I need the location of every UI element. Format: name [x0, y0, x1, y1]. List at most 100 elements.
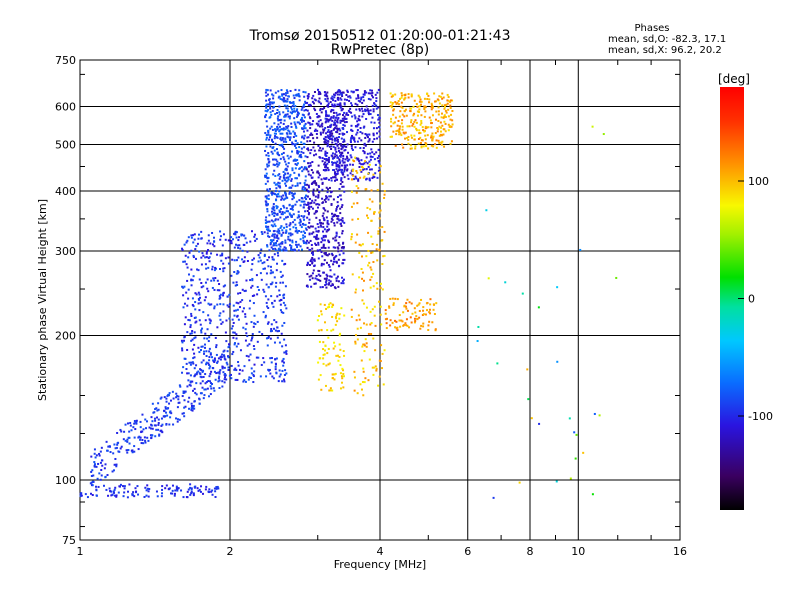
data-point	[279, 121, 282, 124]
data-point	[382, 255, 385, 258]
data-point	[300, 147, 303, 150]
data-point	[193, 233, 196, 236]
data-point	[225, 340, 228, 343]
data-point	[338, 264, 341, 267]
data-point	[195, 364, 198, 367]
data-point	[443, 115, 446, 118]
data-point	[316, 171, 319, 174]
data-point	[339, 168, 342, 171]
data-point	[287, 178, 290, 181]
data-point	[428, 116, 431, 119]
data-point	[245, 322, 248, 325]
data-point	[297, 214, 300, 217]
data-point	[477, 325, 480, 328]
data-point	[190, 407, 193, 410]
data-point	[285, 207, 288, 210]
data-point	[273, 164, 276, 167]
data-point	[309, 278, 312, 281]
data-point	[176, 489, 179, 492]
data-point	[263, 255, 266, 258]
data-point	[425, 309, 428, 312]
data-point	[235, 231, 238, 234]
data-point	[325, 99, 328, 102]
data-point	[449, 101, 452, 104]
data-point	[186, 239, 189, 242]
data-point	[322, 353, 325, 356]
data-point	[345, 155, 348, 158]
data-point	[289, 111, 292, 114]
data-point	[329, 269, 332, 272]
data-point	[190, 234, 193, 237]
data-point	[406, 298, 409, 301]
data-point	[194, 485, 197, 488]
data-point	[251, 277, 254, 280]
data-point	[291, 143, 294, 146]
chart-subtitle: RwPretec (8p)	[331, 42, 429, 58]
data-point	[296, 114, 299, 117]
data-point	[251, 230, 254, 233]
data-point	[417, 111, 420, 114]
data-point	[378, 166, 381, 169]
data-point	[276, 262, 279, 265]
data-point	[518, 481, 521, 484]
data-point	[312, 137, 315, 140]
data-point	[265, 89, 268, 92]
data-point	[274, 219, 277, 222]
data-point	[449, 104, 452, 107]
data-point	[182, 496, 185, 499]
data-point	[278, 144, 281, 147]
data-point	[326, 104, 329, 107]
data-point	[438, 141, 441, 144]
data-point	[367, 332, 370, 335]
data-point	[329, 302, 332, 305]
data-point	[312, 102, 315, 105]
data-point	[364, 133, 367, 136]
data-point	[280, 198, 283, 201]
data-point	[332, 99, 335, 102]
data-point	[301, 119, 304, 122]
data-point	[266, 203, 269, 206]
data-point	[264, 131, 267, 134]
data-point	[187, 288, 190, 291]
data-point	[353, 376, 356, 379]
data-point	[343, 221, 346, 224]
data-point	[393, 121, 396, 124]
data-point	[285, 140, 288, 143]
data-point	[149, 434, 152, 437]
data-point	[337, 164, 340, 167]
data-point	[324, 169, 327, 172]
data-point	[277, 181, 280, 184]
data-point	[333, 341, 336, 344]
data-point	[373, 121, 376, 124]
data-point	[371, 116, 374, 119]
data-point	[341, 132, 344, 135]
data-point	[251, 294, 254, 297]
data-point	[401, 119, 404, 122]
data-point	[325, 93, 328, 96]
data-point	[371, 140, 374, 143]
data-point	[317, 88, 320, 91]
data-point	[283, 218, 286, 221]
data-point	[360, 139, 363, 142]
data-point	[287, 110, 290, 113]
data-point	[317, 123, 320, 126]
data-point	[340, 109, 343, 112]
data-point	[446, 102, 449, 105]
data-point	[337, 218, 340, 221]
data-point	[338, 158, 341, 161]
data-point	[301, 188, 304, 191]
data-point	[338, 151, 341, 154]
data-point	[306, 195, 309, 198]
data-point	[182, 260, 185, 263]
data-point	[296, 246, 299, 249]
data-point	[361, 299, 364, 302]
data-point	[389, 319, 392, 322]
data-point	[320, 237, 323, 240]
data-point	[236, 270, 239, 273]
data-point	[340, 177, 343, 180]
data-point	[314, 211, 317, 214]
data-point	[368, 177, 371, 180]
data-point	[205, 485, 208, 488]
data-point	[276, 151, 279, 154]
